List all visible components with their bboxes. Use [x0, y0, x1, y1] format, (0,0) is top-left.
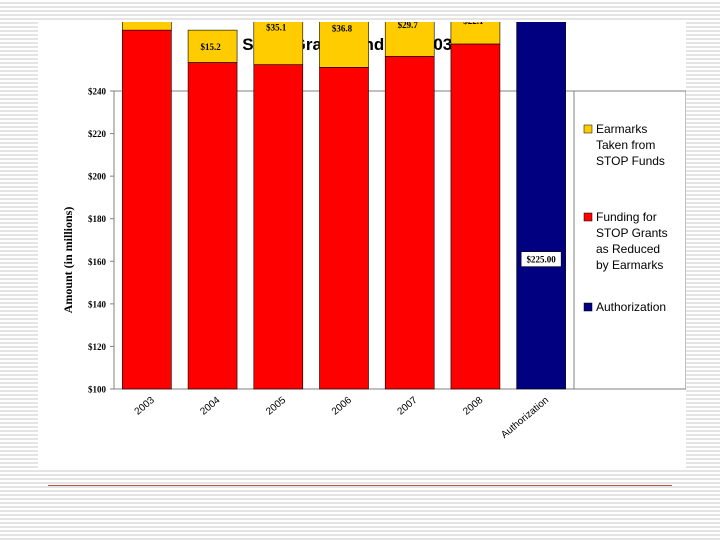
- y-tick-label: $120: [88, 342, 107, 352]
- legend-label: Earmarks: [596, 122, 647, 136]
- legend-swatch: [583, 212, 593, 222]
- y-axis: $100 $120 $140 $160 $180 $200 $220 $240: [88, 87, 114, 395]
- x-tick-label: Authorization: [499, 395, 551, 441]
- legend-label: Funding for: [596, 210, 657, 224]
- legend-swatch: [583, 302, 593, 312]
- bar-segment: [122, 22, 172, 31]
- data-label: $15.2: [200, 42, 221, 52]
- y-tick-label: $140: [88, 299, 107, 309]
- legend-label: STOP Grants: [596, 226, 668, 240]
- data-label: $29.7: [398, 22, 419, 30]
- bar-segment: [450, 22, 501, 45]
- data-label: $35.1: [266, 23, 287, 33]
- legend-label: as Reduced: [596, 242, 660, 256]
- bar-segment: [450, 43, 501, 390]
- legend-label: Taken from: [596, 138, 655, 152]
- bar-segment: [319, 22, 369, 68]
- bar-segment: [516, 22, 566, 390]
- y-tick-label: $220: [88, 129, 107, 139]
- legend-box: [573, 90, 686, 390]
- bar-segment: [253, 64, 304, 390]
- x-tick-label: 2004: [198, 395, 222, 418]
- data-label: $225.00: [527, 255, 557, 265]
- footer-divider: [48, 485, 672, 486]
- y-axis-label: Amount (in millions): [61, 207, 75, 314]
- slide-panel: STOP Grant Funding 2003-2008 Amount (in …: [38, 22, 686, 468]
- x-tick-label: 2006: [330, 395, 354, 418]
- y-tick-label: $180: [88, 214, 107, 224]
- bars: $16.4$15.2$35.1$36.8$29.7$22.1$225.00: [122, 22, 566, 390]
- x-axis: 2003 2004 2005 2006 2007 2008 Authorization: [133, 395, 551, 441]
- legend: Earmarks Taken from STOP Funds Funding for S…: [583, 122, 668, 314]
- data-label: $22.1: [463, 22, 484, 26]
- chart: STOP Grant Funding 2003-2008 Amount (in …: [61, 22, 686, 441]
- bar-segment: [122, 29, 172, 390]
- x-tick-label: 2003: [133, 395, 157, 418]
- legend-label: STOP Funds: [596, 154, 665, 168]
- bar-segment: [384, 56, 435, 390]
- y-tick-label: $200: [88, 172, 107, 182]
- legend-label: Authorization: [596, 300, 666, 314]
- data-label: $36.8: [332, 24, 353, 34]
- y-tick-label: $240: [88, 87, 107, 97]
- bar-segment: [319, 67, 369, 390]
- legend-swatch: [583, 124, 593, 134]
- legend-label: by Earmarks: [596, 258, 663, 272]
- y-tick-label: $160: [88, 257, 107, 267]
- bar-segment: [187, 62, 238, 390]
- x-tick-label: 2005: [264, 395, 288, 418]
- bar-segment: [187, 29, 238, 63]
- x-tick-label: 2007: [396, 395, 420, 418]
- y-tick-label: $100: [88, 385, 107, 395]
- bar-segment: [384, 22, 435, 57]
- x-tick-label: 2008: [461, 395, 485, 418]
- bar-segment: [253, 22, 304, 65]
- data-label-box: [520, 251, 562, 267]
